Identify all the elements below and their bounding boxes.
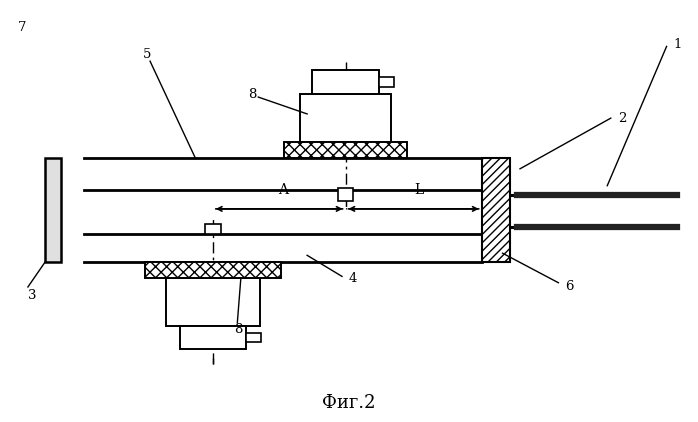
Text: 6: 6 [565,281,574,293]
Text: 2: 2 [618,112,626,124]
Bar [45,158,61,262]
Bar [378,78,394,87]
Text: 3: 3 [28,289,36,302]
Text: Фиг.2: Фиг.2 [322,394,376,412]
Text: A: A [278,184,288,197]
Bar [144,262,281,278]
Text: L: L [414,184,424,197]
Text: 8: 8 [234,323,242,335]
Bar [300,94,391,142]
Text: 7: 7 [17,21,26,34]
Text: 1: 1 [674,38,682,51]
Bar [482,158,510,262]
Text: 5: 5 [142,49,151,61]
Text: 8: 8 [248,89,256,101]
Bar [285,142,406,158]
Bar [166,278,260,326]
Bar [338,188,353,201]
Bar [313,70,378,94]
Bar [205,224,221,234]
Bar [180,326,246,349]
Bar [246,333,261,342]
Text: 4: 4 [349,272,357,285]
